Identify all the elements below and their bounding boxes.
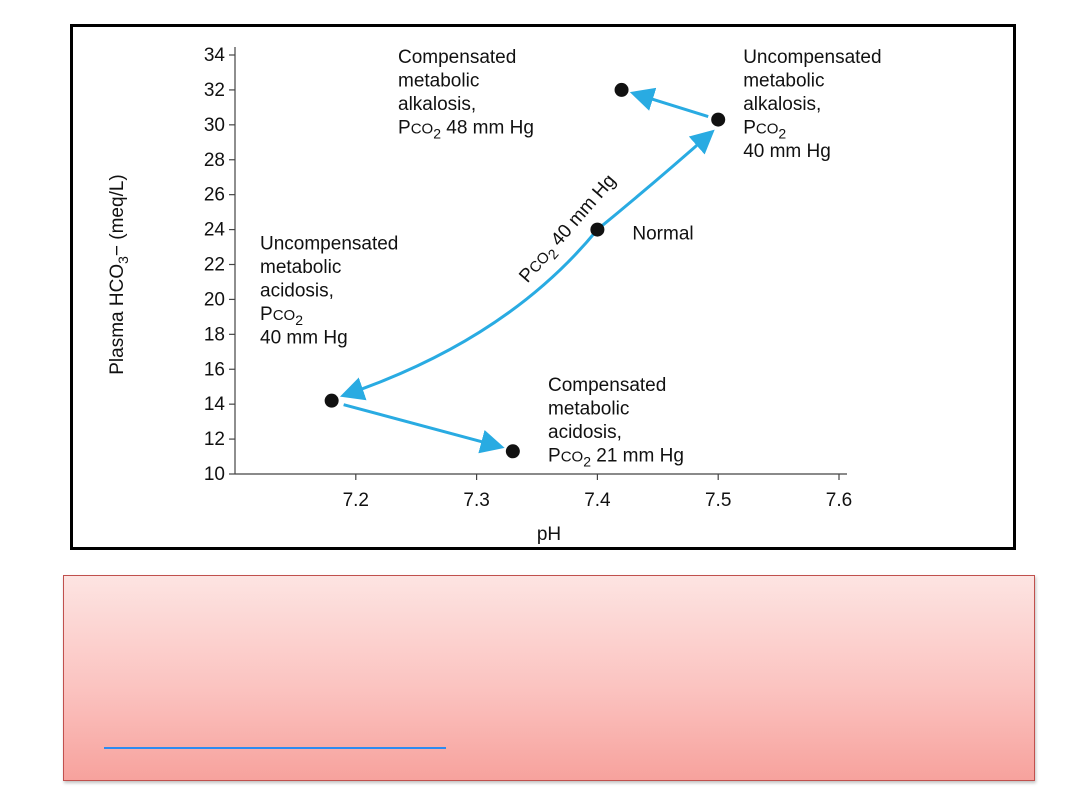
annotation-comp-acidosis: PCO2 21 mm Hg [548,446,684,470]
axes: 10 12 14 16 18 20 22 24 26 28 30 32 34 7.2 7.3 7.4 7.5 7.… [107,45,852,545]
annotation-comp-alkalosis: Compensated [398,47,516,68]
y-tick-label: 30 [204,115,225,136]
y-tick-label: 24 [204,220,226,241]
data-point-uncomp-acidosis [324,393,339,408]
arrow-to-uncompensated-acidosis [339,228,599,401]
y-tick-label: 26 [204,185,225,206]
y-axis-title: Plasma HCO3− (meq/L) [107,174,131,375]
annotation-comp-acidosis: metabolic [548,399,629,420]
annotation-comp-alkalosis: metabolic [398,71,479,92]
y-tick-label: 34 [204,45,226,66]
data-point-comp-acidosis [505,444,520,459]
chart-svg: 10 12 14 16 18 20 22 24 26 28 30 32 34 7.2 7.3 7.4 7.5 7.… [107,45,882,545]
annotation-uncomp-acidosis: metabolic [260,257,341,278]
link-underline[interactable] [104,747,446,749]
y-tick-label: 18 [204,324,225,345]
curve-label-group: PCO2 40 mm Hg [515,171,622,289]
y-tick-label: 28 [204,150,225,171]
annotation-uncomp-alkalosis: PCO2 [743,118,786,142]
annotation-comp-acidosis: Compensated [548,375,666,396]
x-tick-label: 7.2 [343,490,369,511]
annotation-uncomp-acidosis: PCO2 [260,304,303,328]
chart-frame: 10 12 14 16 18 20 22 24 26 28 30 32 34 7.2 7.3 7.4 7.5 7.… [70,24,1016,550]
data-point-uncomp-alkalosis [711,112,726,127]
annotation-uncomp-alkalosis: Uncompensated [743,47,881,68]
info-box [63,575,1035,781]
y-tick-label: 32 [204,80,225,101]
annotation-uncomp-alkalosis: metabolic [743,71,824,92]
x-tick-label: 7.6 [826,490,852,511]
annotation-uncomp-acidosis: 40 mm Hg [260,328,348,349]
arrow-to-compensated-alkalosis [629,87,709,119]
x-tick-label: 7.4 [584,490,611,511]
y-tick-label: 22 [204,255,225,276]
y-tick-label: 20 [204,289,225,310]
y-tick-label: 14 [204,394,226,415]
y-tick-label: 12 [204,429,225,450]
x-axis-title: pH [537,524,561,545]
y-tick-label: 16 [204,359,225,380]
annotation-comp-acidosis: acidosis, [548,422,622,443]
y-tick-label: 10 [204,464,225,485]
x-tick-label: 7.3 [463,490,489,511]
x-tick-label: 7.5 [705,490,731,511]
data-point-comp-alkalosis [614,82,629,97]
data-point-normal [590,222,605,237]
annotation-uncomp-acidosis: acidosis, [260,281,334,302]
data-points [324,82,726,459]
annotation-uncomp-alkalosis: 40 mm Hg [743,141,831,162]
curve-label: PCO2 40 mm Hg [515,171,622,289]
annotation-comp-alkalosis: alkalosis, [398,94,476,115]
annotation-uncomp-alkalosis: alkalosis, [743,94,821,115]
arrow-to-compensated-acidosis [343,403,505,454]
arrow-to-uncompensated-alkalosis [596,129,715,231]
annotation-comp-alkalosis: PCO2 48 mm Hg [398,118,534,142]
arrows [339,87,715,454]
annotation-normal: Normal [632,224,693,245]
annotation-uncomp-acidosis: Uncompensated [260,234,398,255]
